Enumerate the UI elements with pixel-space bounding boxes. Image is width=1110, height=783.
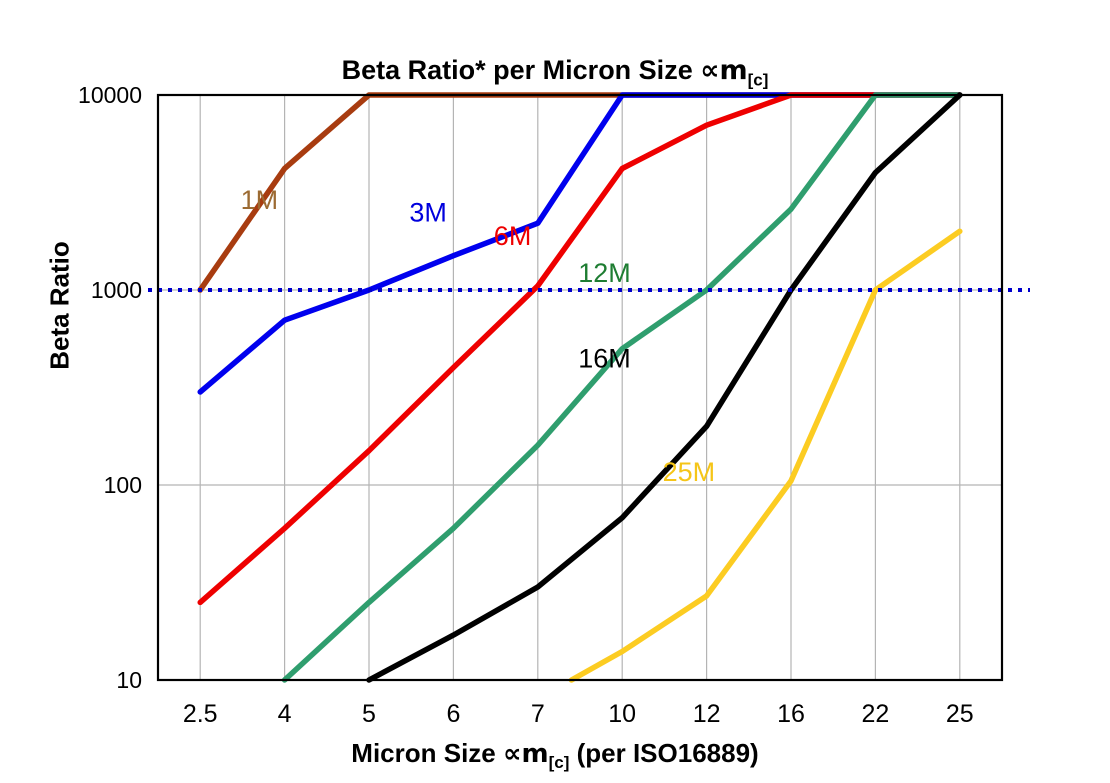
chart-title: Beta Ratio* per Micron Size ∝m[c]: [0, 55, 1110, 90]
y-tick-label-100: 100: [104, 472, 142, 498]
x-tick-label-7: 7: [531, 700, 545, 728]
series-line-16M: [366, 92, 963, 683]
gridlines: [158, 95, 1002, 680]
series-label-12M: 12M: [578, 258, 631, 288]
x-axis-title-symbol: ∝m: [503, 739, 549, 769]
series-lines: [197, 92, 963, 683]
series-label-6M: 6M: [494, 221, 532, 251]
chart-title-subscript: [c]: [747, 70, 769, 90]
x-tick-label-12: 12: [693, 700, 721, 728]
plot-frame: [156, 93, 1004, 682]
x-tick-label-5: 5: [362, 700, 376, 728]
x-tick-label-2.5: 2.5: [183, 700, 218, 728]
x-tick-label-16: 16: [777, 700, 805, 728]
chart-title-symbol: ∝m: [700, 55, 748, 86]
series-label-16M: 16M: [578, 344, 631, 374]
x-tick-label-4: 4: [278, 700, 292, 728]
y-tick-label-10000: 10000: [78, 82, 142, 108]
series-labels: 1M 3M 6M 12M 16M 25M: [241, 185, 716, 487]
x-axis-title-part2: (per ISO16889): [569, 738, 759, 768]
x-tick-labels: 2.5 4 5 6 7 10 12 16 22 25: [183, 700, 974, 728]
y-tick-label-1000: 1000: [91, 277, 142, 303]
x-tick-label-22: 22: [861, 700, 889, 728]
x-axis-title-subscript: [c]: [548, 753, 570, 773]
chart-title-text: Beta Ratio* per Micron Size: [341, 55, 701, 85]
y-tick-labels: 10 100 1000 10000: [78, 82, 142, 693]
y-tick-label-10: 10: [116, 667, 142, 693]
series-label-1M: 1M: [241, 185, 279, 215]
x-tick-label-25: 25: [946, 700, 974, 728]
series-label-25M: 25M: [663, 457, 716, 487]
x-axis-title: Micron Size ∝m[c] (per ISO16889): [0, 738, 1110, 773]
x-tick-label-10: 10: [608, 700, 636, 728]
series-line-25M: [568, 228, 963, 683]
series-line-12M: [281, 92, 963, 683]
x-tick-label-6: 6: [446, 700, 460, 728]
series-label-3M: 3M: [409, 197, 447, 227]
x-axis-title-part1: Micron Size: [351, 738, 503, 768]
